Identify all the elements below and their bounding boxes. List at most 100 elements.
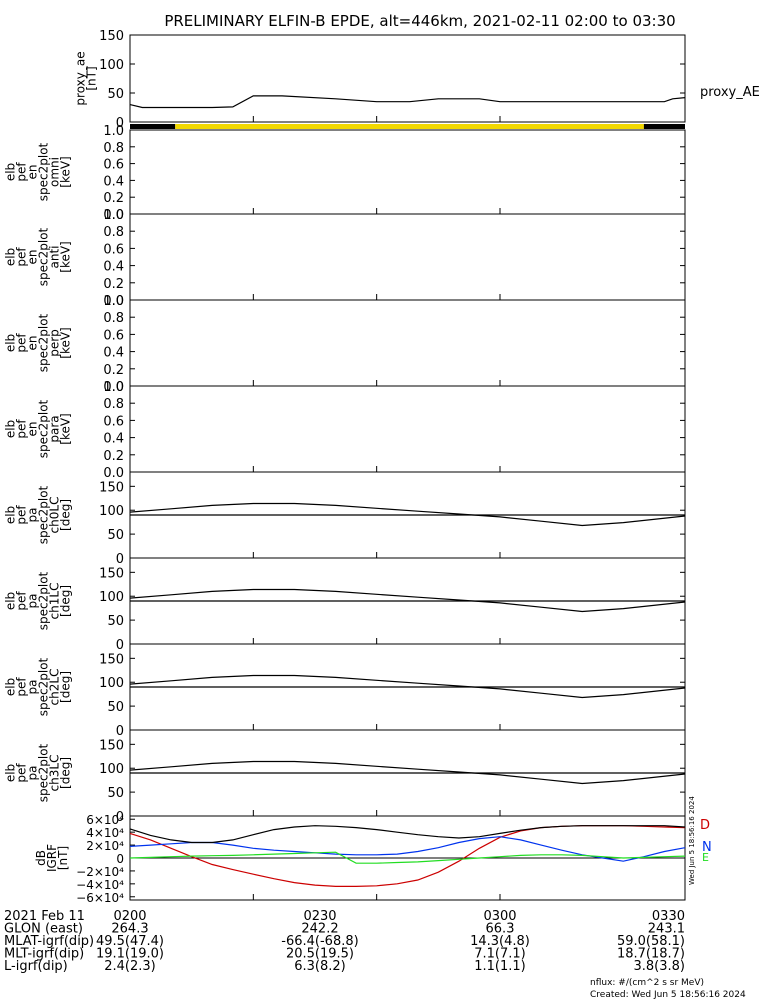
ylabel-line: elb — [4, 420, 18, 438]
ytick-label: 0.0 — [103, 380, 124, 395]
footer-cell: MLAT-igrf(dip) — [4, 934, 94, 949]
panel-2: 1.0 0.8 0.6 0.4 0.2 0.0 elbpefenspec2plotanti[… — [4, 208, 686, 309]
ylabel-line: elb — [4, 764, 18, 782]
footer-cell: 0330 — [652, 909, 685, 924]
ylabel-line: spec2plot — [37, 313, 51, 372]
ytick-label: 0.2 — [103, 363, 124, 378]
ytick-label: 100 — [99, 590, 124, 605]
footer-cell: -66.4(-68.8) — [281, 934, 358, 949]
ylabel-line: pef — [15, 763, 29, 783]
ylabel-line: [deg] — [59, 757, 73, 789]
footer-cell: 66.3 — [486, 922, 515, 937]
ytick-label: 1.0 — [103, 380, 124, 395]
ylabel-line: [deg] — [59, 499, 73, 531]
panel-9: 6×10⁴4×10⁴2×10⁴0−2×10⁴−4×10⁴−6×10⁴dBIGRF… — [34, 813, 686, 905]
ylabel-line: pef — [15, 162, 29, 182]
ylabel-line: pef — [15, 505, 29, 525]
ylabel-line: [nT] — [56, 846, 70, 870]
ylabel-line: pa — [26, 594, 40, 609]
status-bar-segment — [643, 124, 685, 129]
ylabel-line: pef — [15, 677, 29, 697]
footer-cell: 19.1(19.0) — [96, 947, 164, 962]
footer-cell: 6.3(8.2) — [294, 959, 346, 974]
panel-1: 1.0 0.8 0.60.4 0.2 0.0 elbpefenspec2plotomni[… — [4, 124, 686, 223]
ylabel-line: [nT] — [85, 66, 99, 90]
series-magBmag — [129, 825, 686, 844]
ytick-label: −6×10⁴ — [76, 891, 124, 905]
footer-cell: 14.3(4.8) — [470, 934, 530, 949]
ylabel-line: en — [26, 250, 40, 265]
status-bar-segment — [130, 124, 176, 129]
legend-e: E — [702, 851, 709, 864]
footer-cell: 2021 Feb 11 — [4, 909, 85, 924]
ytick-label: 0.0 — [103, 208, 124, 223]
ytick-label: 0 — [116, 810, 124, 825]
ytick-label: 0 — [116, 724, 124, 739]
ytick-label: 100 — [99, 504, 124, 519]
ylabel-line: para — [48, 415, 62, 442]
ytick-label: 1.0 — [103, 124, 124, 139]
ytick-label: 0 — [116, 116, 124, 131]
ytick-label: 4×10⁴ — [86, 826, 124, 840]
ylabel-line: dB — [34, 850, 48, 866]
footer-cell: 18.7(18.7) — [617, 947, 685, 962]
ytick-label: 150 — [99, 566, 124, 581]
ylabel-line: elb — [4, 248, 18, 266]
orbit-footer: 2021 Feb 11 0200 0230 0300 0330 GLON (east) 26… — [4, 909, 685, 974]
ylabel-line: elb — [4, 506, 18, 524]
ytick-label: 50 — [107, 700, 124, 715]
ytick-label: 0.0 — [103, 466, 124, 481]
footer-cell: 20.5(19.5) — [286, 947, 354, 962]
ytick-label: 0 — [116, 552, 124, 567]
ylabel-line: pa — [26, 766, 40, 781]
footer-cell: GLON (east) — [4, 922, 83, 937]
ytick-label: 0.0 — [103, 294, 124, 309]
panel-frame — [129, 129, 686, 215]
footer-cell: 49.5(47.4) — [96, 934, 164, 949]
ylabel-line: elb — [4, 592, 18, 610]
panel-frame — [129, 385, 686, 473]
ylabel-line: [keV] — [59, 327, 73, 358]
footer-cell: 1.1(1.1) — [474, 959, 526, 974]
ylabel-line: elb — [4, 678, 18, 696]
ytick-label: 0.6 — [103, 328, 124, 343]
ytick-label: 150 — [99, 29, 124, 44]
series-label: proxy_AE — [700, 85, 760, 100]
ylabel-line: pef — [15, 419, 29, 439]
footer-cell: 243.1 — [648, 922, 685, 937]
legend-n: N — [702, 840, 712, 855]
ylabel-line: [deg] — [59, 671, 73, 703]
panel-0: 150 100 50 0 proxy_ae[nT] proxy_AE — [74, 29, 760, 131]
ylabel-line: spec2plot — [37, 657, 51, 716]
ylabel-line: [deg] — [59, 585, 73, 617]
ytick-label: 50 — [107, 614, 124, 629]
ytick-label: 0.2 — [103, 277, 124, 292]
ylabel-line: [keV] — [59, 156, 73, 187]
ylabel-line: spec2plot — [37, 142, 51, 201]
side-timestamp: Wed Jun 5 18:56:16 2024 — [688, 796, 696, 885]
footer-cell: 0230 — [303, 909, 336, 924]
ytick-label: 150 — [99, 480, 124, 495]
loss-cone-line — [129, 588, 686, 613]
panels-group: 150100500proxy_ae[nT]proxy_AE1.00.80.60.… — [4, 29, 760, 905]
ylabel-line: [keV] — [59, 413, 73, 444]
footer-cell: MLT-igrf(dip) — [4, 947, 84, 962]
series-E — [129, 851, 686, 864]
ylabel-line: en — [26, 336, 40, 351]
footer-cell: 7.1(7.1) — [474, 947, 526, 962]
proxy-ae-line — [129, 95, 686, 109]
ylabel-line: pef — [15, 333, 29, 353]
ytick-label: 0.2 — [103, 449, 124, 464]
ylabel-line: spec2plot — [37, 485, 51, 544]
footer-cell: 3.8(3.8) — [634, 959, 686, 974]
ylabel-line: pa — [26, 680, 40, 695]
ytick-label: 2×10⁴ — [86, 839, 124, 853]
ylabel-line: perp — [48, 329, 62, 357]
ytick-label: 0.8 — [103, 397, 124, 412]
ylabel-line: pef — [15, 247, 29, 267]
ylabel-line: [keV] — [59, 241, 73, 272]
